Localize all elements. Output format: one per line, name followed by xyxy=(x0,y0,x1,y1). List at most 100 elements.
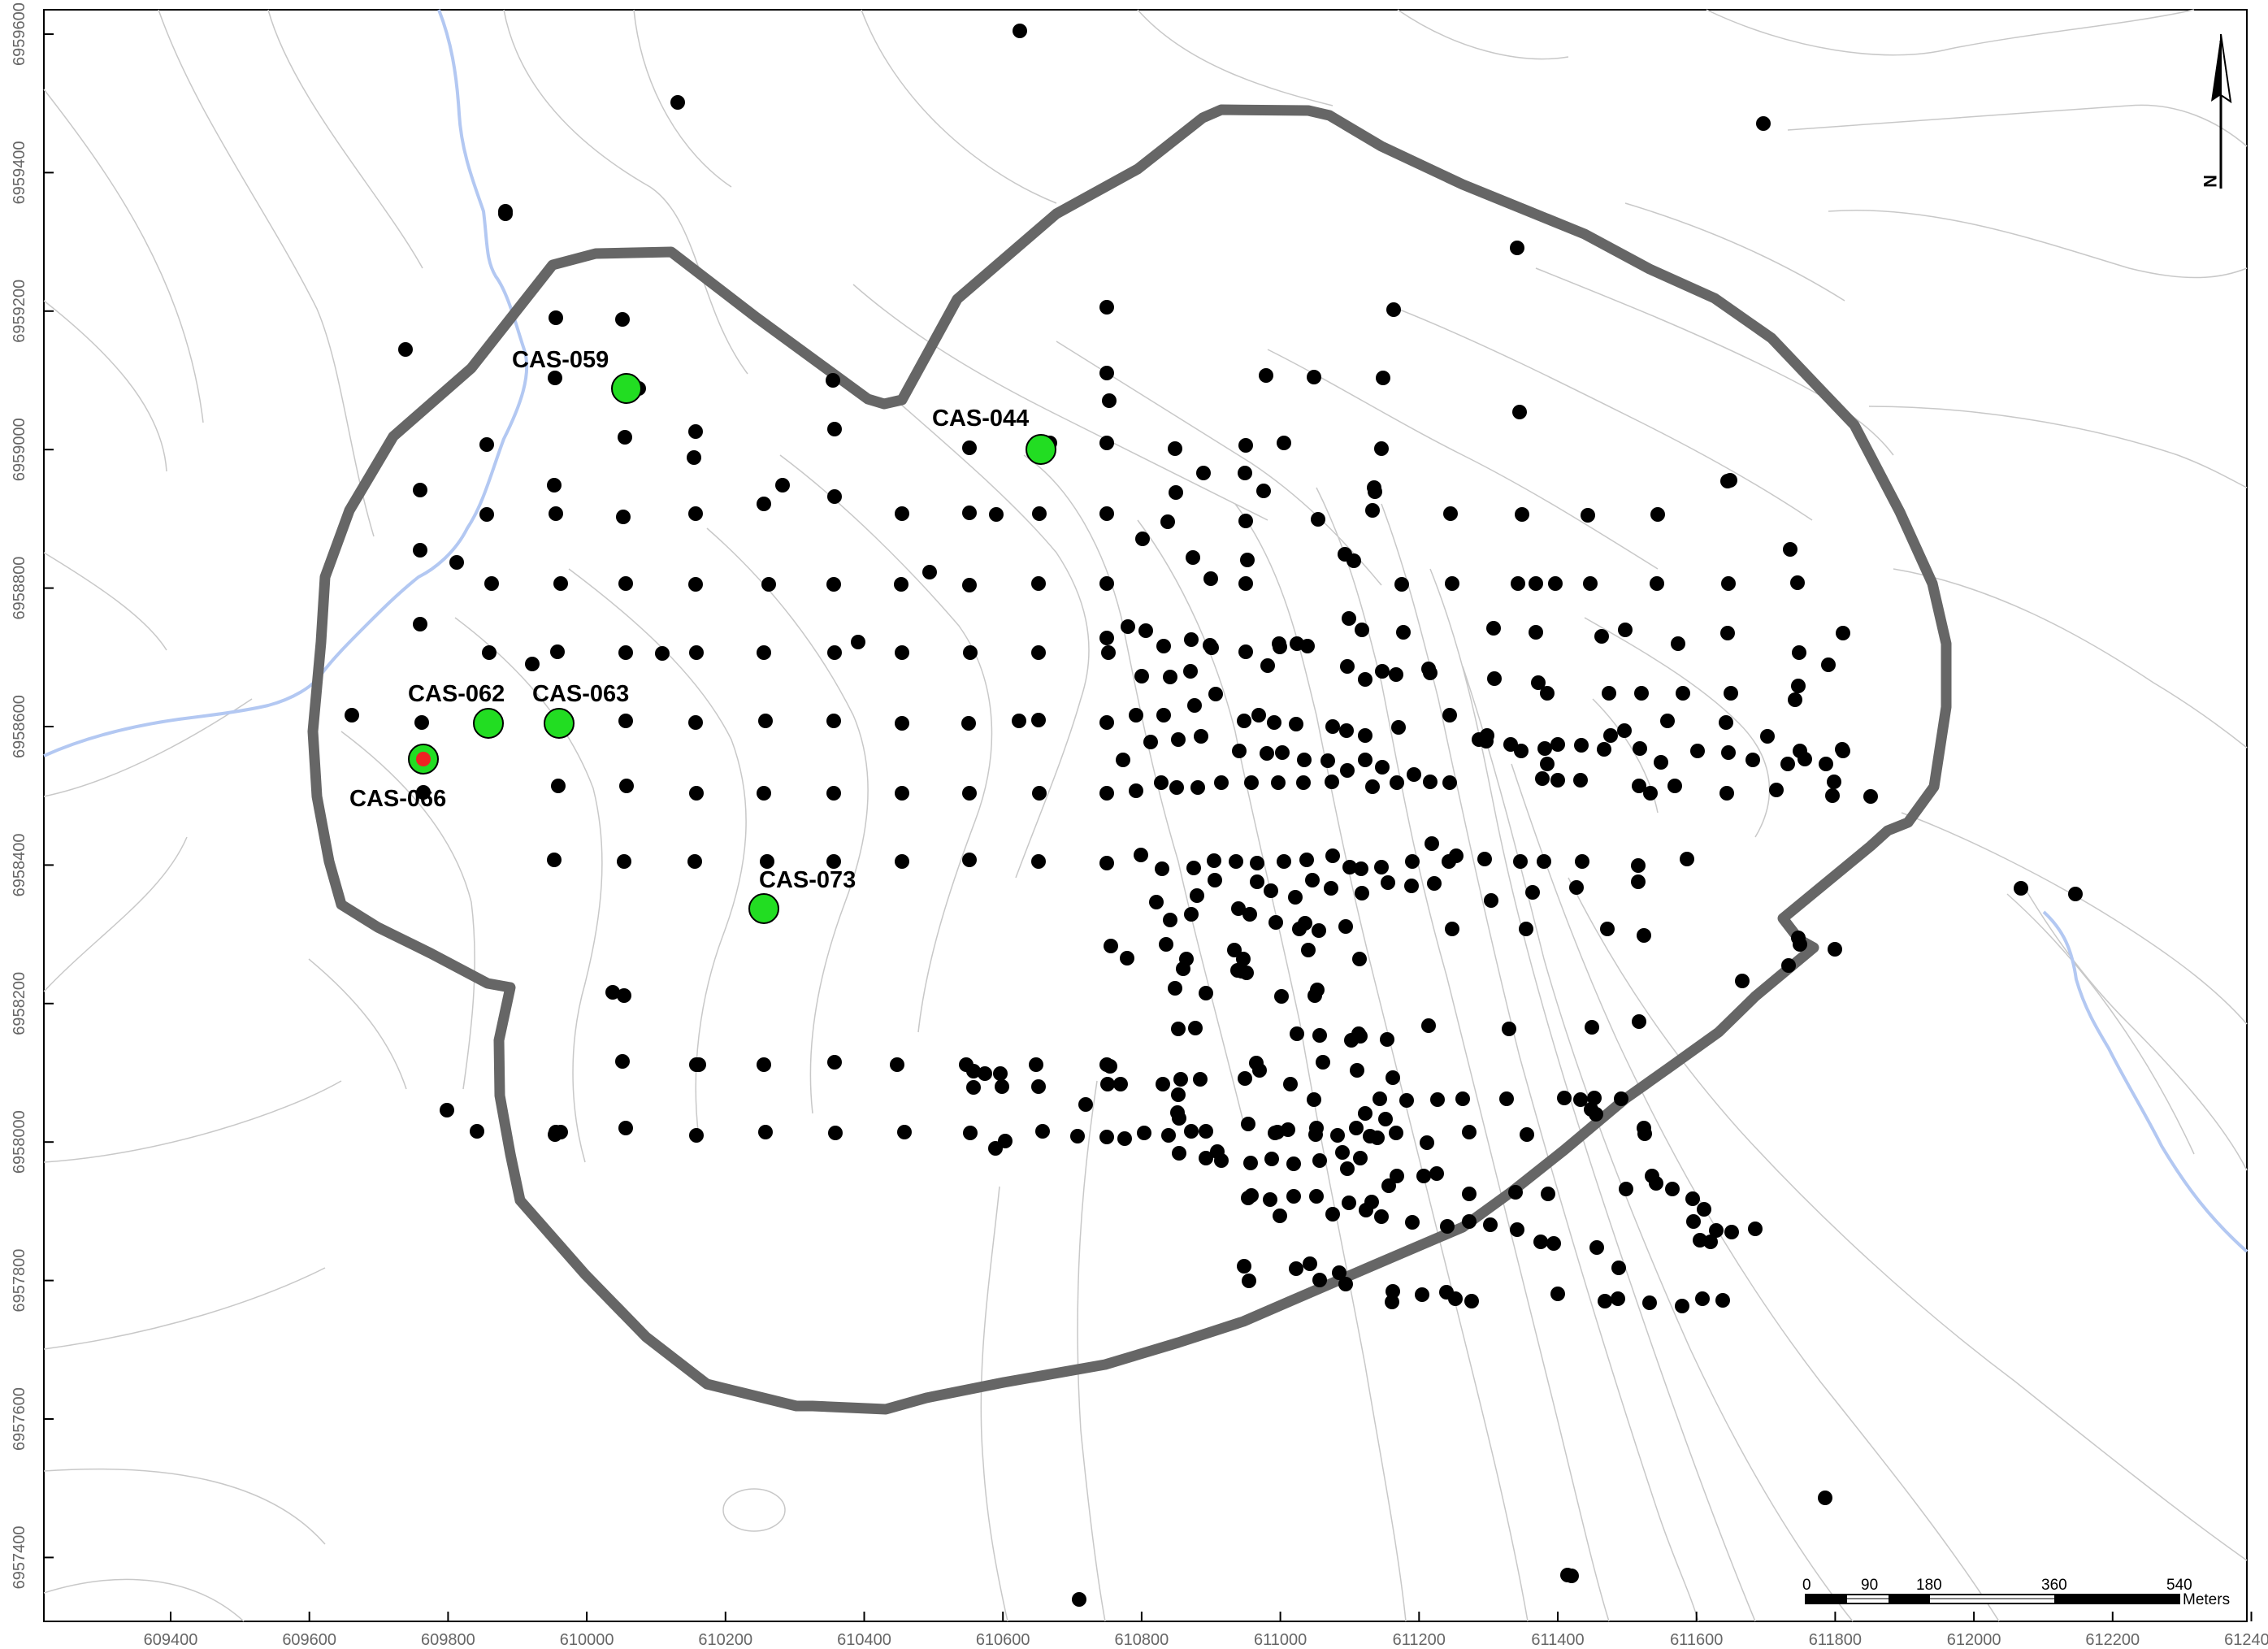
drillhole-marker xyxy=(688,424,703,439)
drillhole-marker xyxy=(1531,675,1546,690)
highlighted-holes[interactable]: CAS-059 CAS-044 CAS-062 CAS-063 CAS-066 CAS-0… xyxy=(349,347,1056,924)
stream-lines xyxy=(43,9,2248,1253)
drillhole-marker xyxy=(1312,1153,1327,1168)
highlighted-hole-cas-066[interactable]: CAS-066 xyxy=(349,744,446,812)
highlighted-hole-cas-063[interactable]: CAS-063 xyxy=(532,681,629,739)
drillhole-marker xyxy=(1238,514,1253,528)
drillhole-marker xyxy=(1099,631,1114,645)
drillhole-marker xyxy=(1117,1131,1132,1146)
drillhole-marker xyxy=(1271,775,1286,790)
drillhole-marker xyxy=(618,714,633,728)
drillhole-marker xyxy=(1667,779,1682,793)
highlighted-hole-marker[interactable] xyxy=(473,708,504,739)
drillhole-marker xyxy=(551,779,566,793)
drillhole-marker xyxy=(1660,714,1675,728)
drillhole-marker xyxy=(1724,686,1738,701)
highlighted-hole-cas-044[interactable]: CAS-044 xyxy=(932,406,1056,465)
highlighted-hole-marker[interactable] xyxy=(544,708,575,739)
drillhole-marker xyxy=(1442,708,1457,723)
drillhole-marker xyxy=(1618,623,1633,637)
drillhole-marker xyxy=(1184,1124,1199,1139)
drillhole-marker xyxy=(1308,1127,1323,1142)
drillhole-marker xyxy=(605,985,620,1000)
drillhole-marker xyxy=(398,342,413,357)
drillhole-marker xyxy=(757,1057,771,1072)
drillhole-marker xyxy=(1155,861,1169,876)
drillhole-marker xyxy=(1099,506,1114,521)
drillhole-marker xyxy=(1214,775,1229,790)
drillhole-marker xyxy=(828,1126,843,1140)
drillhole-marker xyxy=(1169,780,1184,795)
y-tick-label: 6959600 xyxy=(11,2,28,66)
x-axis-ticks: 609400 609600 609800 610000 610200 610400 6106… xyxy=(144,1612,2268,1649)
drillhole-marker xyxy=(962,440,977,455)
drillhole-marker xyxy=(1365,503,1380,518)
drillhole-marker xyxy=(1589,1107,1603,1122)
drillhole-marker xyxy=(1442,775,1457,790)
drillhole-marker xyxy=(1032,786,1047,801)
highlighted-hole-marker[interactable] xyxy=(1026,434,1056,465)
drillhole-markers xyxy=(345,24,2083,1607)
drillhole-marker xyxy=(1100,1077,1115,1091)
drillhole-marker xyxy=(1184,907,1199,922)
highlighted-hole-marker[interactable] xyxy=(748,893,779,924)
drillhole-marker xyxy=(1303,1256,1317,1271)
drillhole-marker xyxy=(1296,775,1311,790)
drillhole-marker xyxy=(1445,922,1459,936)
drillhole-marker xyxy=(1099,1130,1114,1144)
drillhole-marker xyxy=(1574,738,1589,753)
drillhole-marker xyxy=(1340,763,1355,778)
drillhole-marker xyxy=(827,1055,842,1070)
highlighted-hole-cas-059[interactable]: CAS-059 xyxy=(512,347,642,404)
drillhole-marker xyxy=(1614,1091,1628,1106)
drillhole-marker xyxy=(1187,698,1202,713)
drillhole-marker xyxy=(993,1066,1008,1081)
drillhole-marker xyxy=(1325,719,1340,734)
drillhole-marker xyxy=(1675,1299,1689,1313)
drillhole-marker xyxy=(1340,1161,1355,1176)
highlighted-hole-marker[interactable] xyxy=(611,373,642,404)
drillhole-marker xyxy=(1597,742,1611,757)
drillhole-marker xyxy=(1199,986,1213,1000)
drillhole-marker xyxy=(1589,1240,1604,1255)
drillhole-marker xyxy=(1289,1261,1303,1276)
drillhole-marker xyxy=(1286,1189,1301,1204)
drillhole-marker xyxy=(1342,1196,1356,1210)
drillhole-marker xyxy=(1193,1072,1208,1087)
drillhole-marker xyxy=(440,1103,454,1117)
drillhole-marker xyxy=(1243,1156,1258,1170)
highlighted-hole-cas-062[interactable]: CAS-062 xyxy=(408,681,505,739)
drillhole-marker xyxy=(1032,506,1047,521)
drillhole-marker xyxy=(995,1079,1009,1094)
drillhole-marker xyxy=(757,645,771,660)
drillhole-marker xyxy=(689,1128,704,1143)
highlighted-hole-cas-073[interactable]: CAS-073 xyxy=(748,867,856,924)
drillhole-marker xyxy=(1244,775,1259,790)
drillhole-marker xyxy=(1600,922,1615,936)
y-tick-label: 6959400 xyxy=(11,141,28,204)
x-tick-label: 610200 xyxy=(698,1631,752,1649)
drillhole-marker xyxy=(1184,632,1199,647)
drillhole-marker xyxy=(1263,1192,1277,1207)
drillhole-marker xyxy=(1780,757,1795,771)
drillhole-marker xyxy=(1172,1111,1186,1126)
drillhole-marker xyxy=(962,578,977,592)
drillhole-marker xyxy=(414,715,429,730)
drillhole-marker xyxy=(1396,625,1411,640)
drillhole-marker xyxy=(1569,880,1584,895)
drillhole-marker xyxy=(1425,836,1439,851)
drillhole-marker xyxy=(1031,713,1046,727)
drillhole-marker xyxy=(1251,708,1266,723)
drillhole-marker xyxy=(482,645,497,660)
drillhole-marker xyxy=(1709,1223,1724,1238)
drillhole-marker xyxy=(1035,1124,1050,1139)
drillhole-marker xyxy=(1116,753,1130,767)
drillhole-marker xyxy=(826,577,841,592)
drillhole-marker xyxy=(479,507,494,522)
drillhole-marker xyxy=(1298,916,1312,931)
drillhole-marker xyxy=(758,714,773,728)
scale-label-180: 180 xyxy=(1916,1577,1942,1594)
x-tick-label: 611800 xyxy=(1809,1631,1862,1649)
drillhole-marker xyxy=(1275,745,1290,760)
drillhole-marker xyxy=(895,716,909,731)
